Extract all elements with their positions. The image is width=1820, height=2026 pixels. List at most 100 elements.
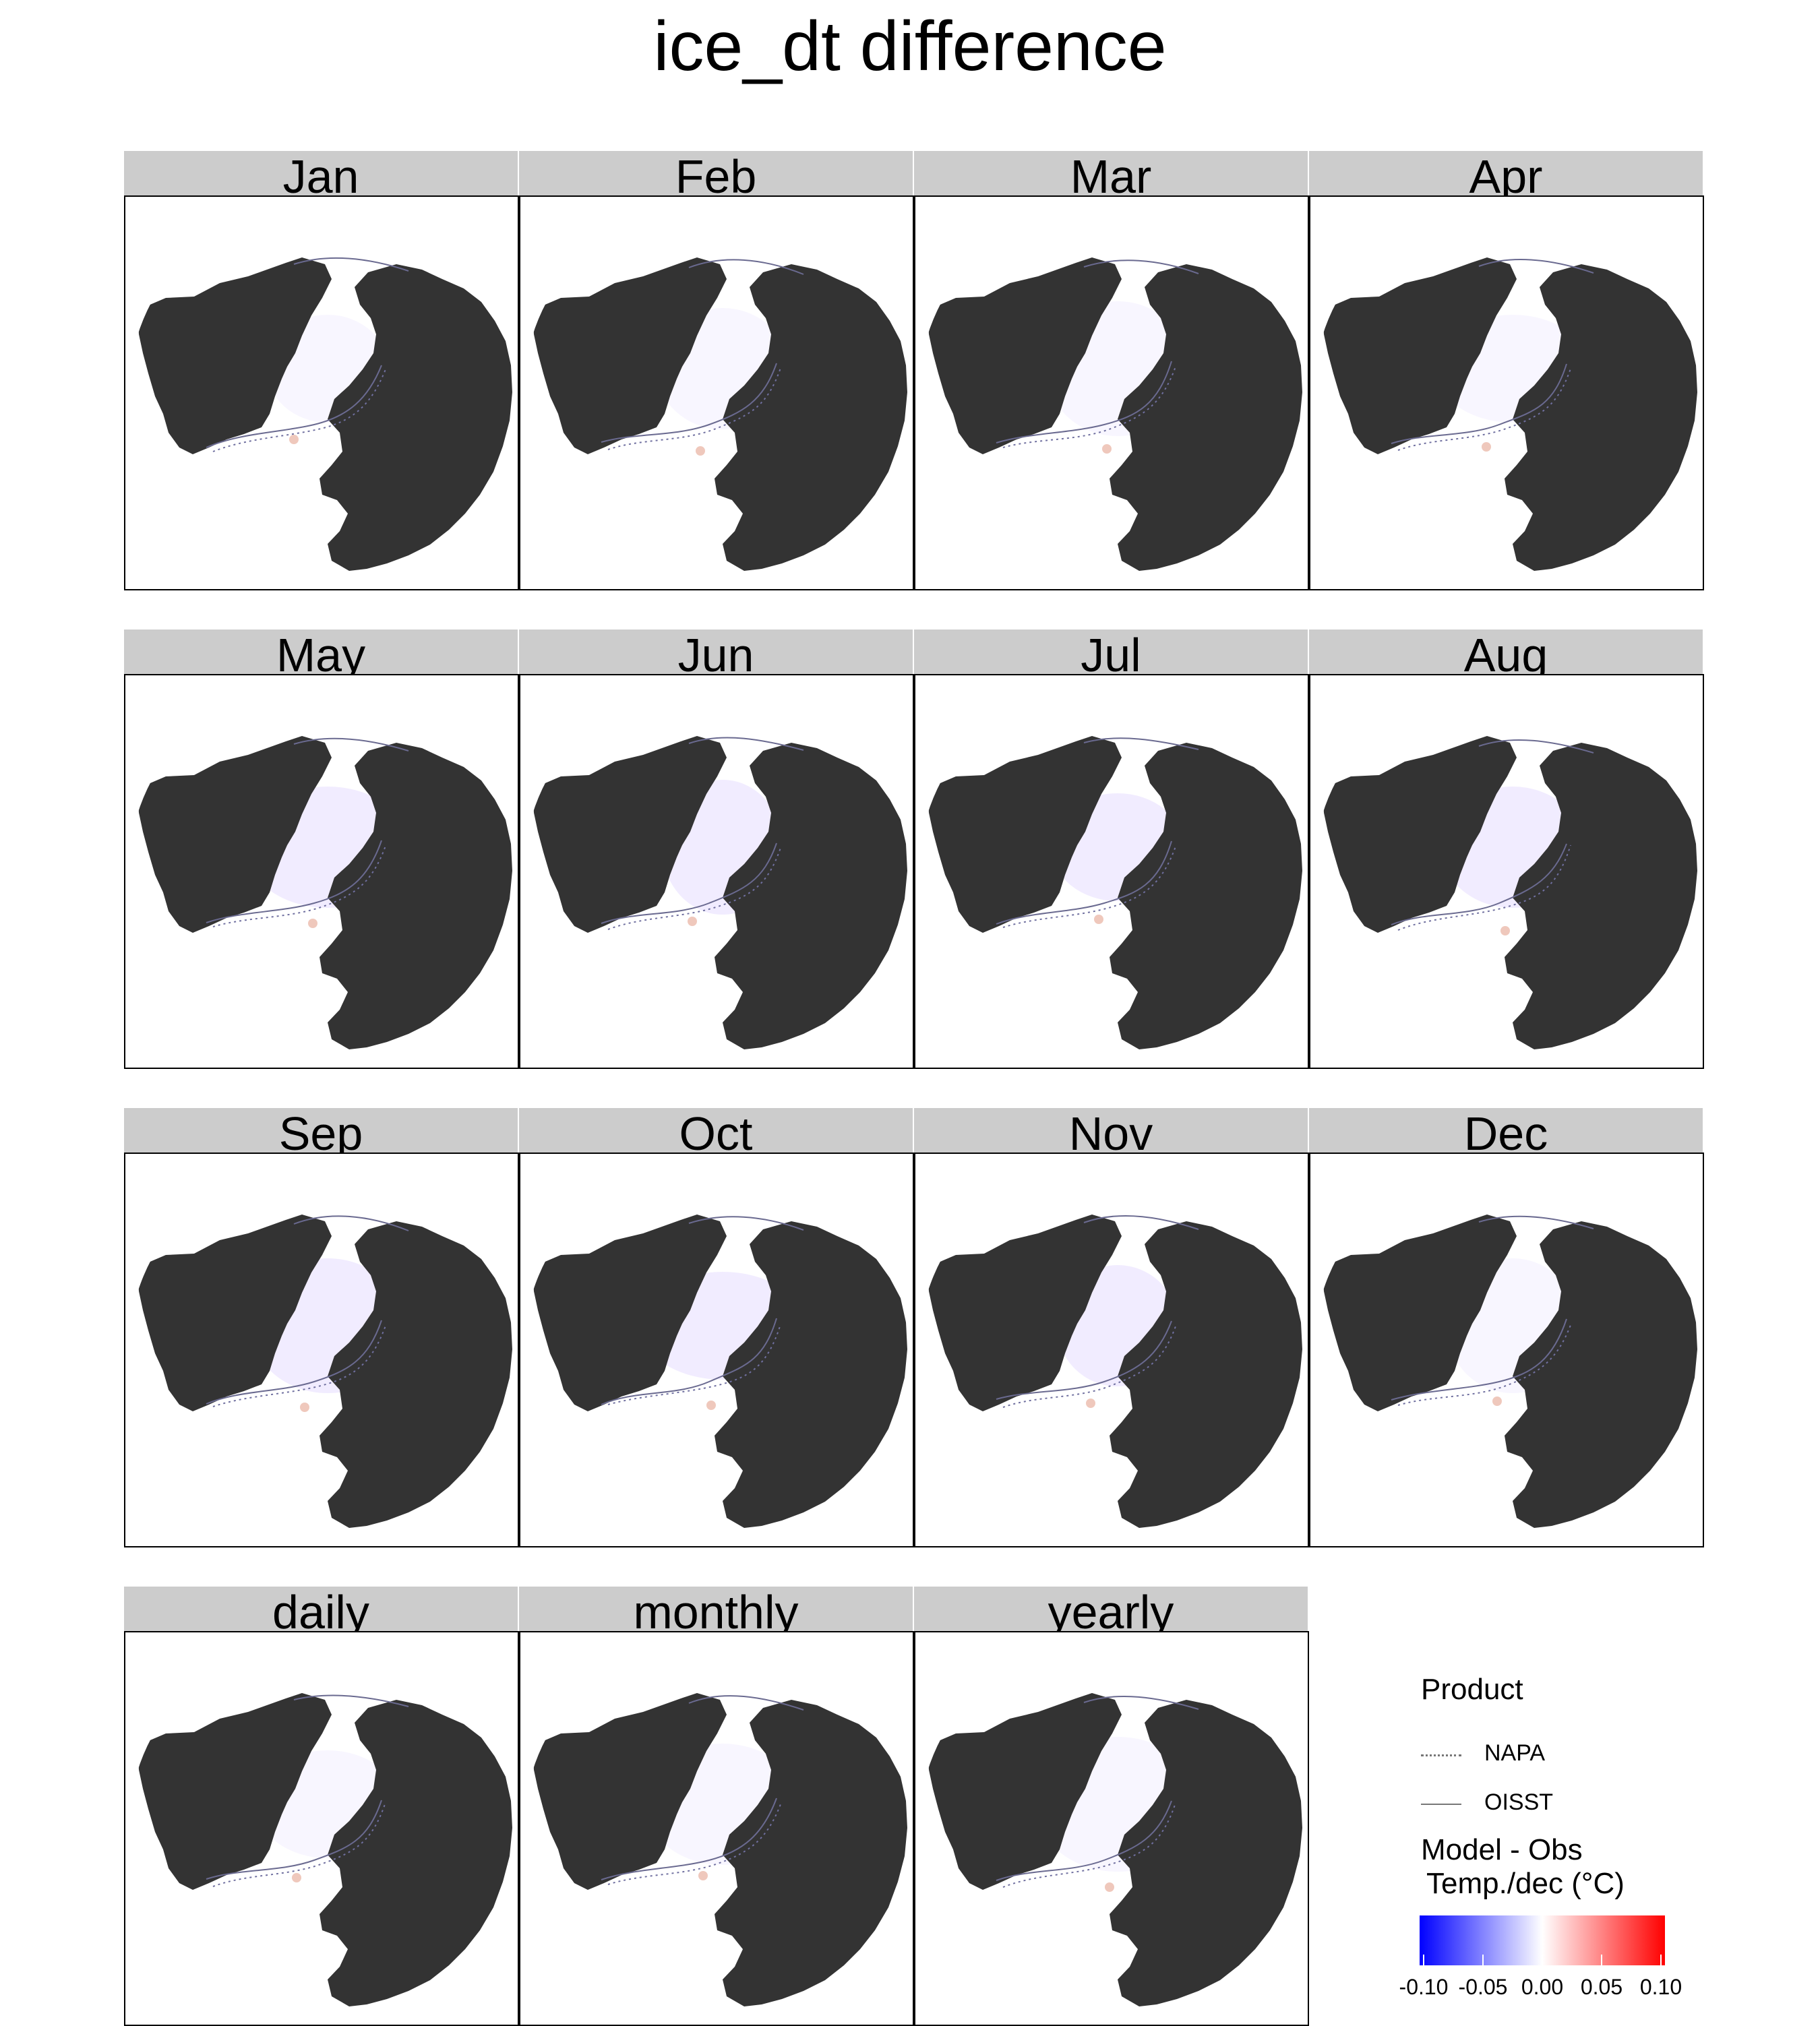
legend-label-oisst: OISST: [1484, 1789, 1554, 1815]
warm-anomaly: [1492, 1396, 1502, 1406]
panel-feb: Feb: [519, 151, 914, 590]
napa-ice-edge: [1002, 366, 1176, 448]
panel-title: monthly: [519, 1587, 913, 1631]
panel-title: daily: [124, 1587, 518, 1631]
polar-map: [519, 1631, 914, 2026]
oisst-ice-edge-north: [688, 737, 804, 751]
land: [533, 1693, 907, 2006]
figure-title: ice_dt difference: [653, 7, 1167, 86]
panel-title: Apr: [1309, 151, 1703, 195]
oisst-ice-edge-north: [1083, 259, 1199, 274]
oisst-ice-edge: [1391, 843, 1567, 925]
colorbar-tick-label: 0.05: [1580, 1975, 1623, 1999]
panel-aug: Aug: [1309, 630, 1704, 1069]
panel-title: Nov: [914, 1108, 1308, 1153]
panel-title: Jan: [124, 151, 518, 195]
colorbar-units: Temp./dec (°C): [1426, 1867, 1625, 1900]
panel-title: Oct: [519, 1108, 913, 1153]
oisst-ice-edge: [601, 363, 777, 443]
panel-title: Mar: [914, 151, 1308, 195]
panel-title: Jul: [914, 630, 1308, 674]
polar-map: [1309, 1153, 1704, 1547]
legend: Product NAPA OISST Model - Obs Temp./dec…: [1399, 1665, 1780, 2015]
panel-jan: Jan: [124, 151, 519, 590]
colorbar-tick-label: 0.10: [1639, 1975, 1682, 1999]
oisst-ice-edge: [206, 365, 382, 448]
warm-anomaly: [1105, 1882, 1114, 1892]
panel-jul: Jul: [914, 630, 1309, 1069]
land: [533, 257, 907, 571]
polar-map: [124, 195, 519, 590]
polar-map: [519, 674, 914, 1069]
warm-anomaly: [688, 917, 697, 926]
panel-title: Feb: [519, 151, 913, 195]
land: [1323, 736, 1697, 1049]
panel-oct: Oct: [519, 1108, 914, 1547]
warm-anomaly: [1102, 444, 1112, 454]
oisst-ice-edge-north: [1083, 737, 1199, 750]
oisst-ice-edge: [206, 1320, 382, 1405]
polar-map: [914, 674, 1309, 1069]
colorbar: [1420, 1915, 1665, 1965]
oisst-ice-edge-north: [293, 1215, 409, 1231]
oisst-ice-edge: [1391, 1318, 1567, 1401]
oisst-ice-edge: [1391, 363, 1567, 444]
panel-yearly: yearly: [914, 1587, 1309, 2026]
oisst-ice-edge: [206, 840, 382, 923]
polar-map: [124, 674, 519, 1069]
warm-anomaly: [696, 446, 705, 456]
oisst-ice-edge: [996, 840, 1172, 925]
napa-ice-edge: [1002, 846, 1176, 928]
napa-ice-edge: [607, 1324, 781, 1405]
napa-ice-edge: [212, 845, 386, 927]
oisst-ice-edge-north: [1478, 259, 1594, 274]
oisst-ice-edge-north: [688, 1216, 804, 1231]
land: [1323, 1215, 1697, 1528]
napa-ice-edge: [212, 1802, 386, 1887]
colorbar-tick-label: -0.10: [1399, 1975, 1449, 1999]
polar-map: [914, 1631, 1309, 2026]
polar-map: [914, 195, 1309, 590]
oisst-ice-edge: [206, 1800, 382, 1880]
panel-apr: Apr: [1309, 151, 1704, 590]
land: [138, 1215, 512, 1528]
oisst-ice-edge-north: [1083, 1215, 1199, 1230]
warm-anomaly: [706, 1401, 716, 1410]
land: [138, 257, 512, 571]
warm-anomaly: [1500, 926, 1510, 935]
panel-title: yearly: [914, 1587, 1308, 1631]
polar-map: [519, 195, 914, 590]
land: [138, 1693, 512, 2006]
oisst-ice-edge: [996, 1800, 1172, 1881]
panel-nov: Nov: [914, 1108, 1309, 1547]
colorbar-tick-label: 0.00: [1521, 1975, 1564, 1999]
oisst-ice-edge-north: [1478, 739, 1594, 754]
warm-anomaly: [289, 435, 299, 444]
polar-map: [1309, 674, 1704, 1069]
napa-ice-edge: [607, 847, 781, 930]
panel-title: Sep: [124, 1108, 518, 1153]
land: [928, 736, 1302, 1049]
land: [928, 1693, 1302, 2006]
oisst-ice-edge-north: [1083, 1695, 1199, 1710]
legend-title: Product: [1421, 1673, 1523, 1706]
polar-map: [1309, 195, 1704, 590]
oisst-ice-edge: [996, 361, 1172, 443]
polar-map: [914, 1153, 1309, 1547]
legend-key-oisst: [1421, 1804, 1461, 1805]
warm-anomaly: [300, 1403, 309, 1412]
oisst-ice-edge: [601, 1798, 777, 1880]
warm-anomaly: [698, 1871, 708, 1880]
polar-map: [124, 1153, 519, 1547]
land: [928, 257, 1302, 571]
panel-daily: daily: [124, 1587, 519, 2026]
land: [533, 1215, 907, 1528]
land: [138, 736, 512, 1049]
panel-monthly: monthly: [519, 1587, 914, 2026]
legend-key-napa: [1421, 1754, 1461, 1756]
napa-ice-edge: [212, 369, 386, 452]
legend-label-napa: NAPA: [1484, 1740, 1546, 1766]
oisst-ice-edge: [996, 1320, 1172, 1400]
oisst-ice-edge: [601, 1318, 777, 1405]
panel-title: Dec: [1309, 1108, 1703, 1153]
